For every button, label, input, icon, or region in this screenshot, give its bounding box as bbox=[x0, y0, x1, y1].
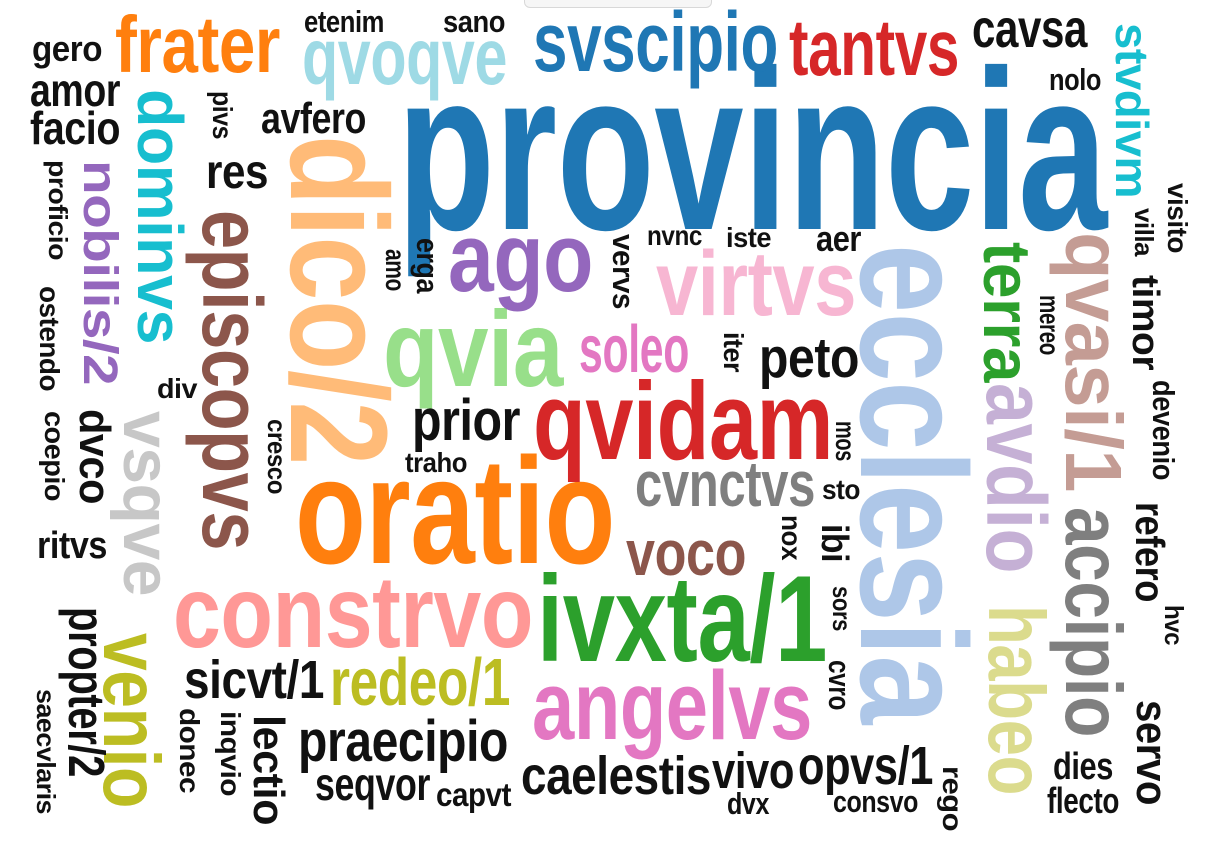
word-terra: terra bbox=[969, 242, 1044, 382]
word-redeo-1: redeo/1 bbox=[330, 645, 510, 720]
word-cresco: cresco bbox=[261, 418, 290, 494]
word-opvs-1: opvs/1 bbox=[797, 736, 933, 797]
word-pivs: pivs bbox=[207, 91, 239, 139]
word-villa: villa bbox=[1128, 208, 1157, 256]
word-seqvor: seqvor bbox=[314, 757, 430, 810]
word-dvx: dvx bbox=[727, 785, 769, 821]
word-nobilis-2: nobilis/2 bbox=[73, 159, 128, 385]
word-timor: timor bbox=[1124, 274, 1168, 370]
word-voco: voco bbox=[626, 517, 746, 589]
word-dvco: dvco bbox=[69, 408, 118, 504]
word-svscipio: svscipio bbox=[532, 0, 778, 89]
word-lectio: lectio bbox=[243, 715, 292, 825]
word-servo: servo bbox=[1126, 699, 1175, 805]
word-avdio: avdio bbox=[969, 383, 1064, 573]
word-nolo: nolo bbox=[1049, 61, 1101, 97]
word-cavsa: cavsa bbox=[971, 0, 1087, 60]
word-iter: iter bbox=[718, 332, 750, 372]
word-sano: sano bbox=[443, 3, 505, 39]
word-constrvo: constrvo bbox=[173, 553, 533, 669]
word-visito: visito bbox=[1162, 183, 1194, 253]
word-praecipio: praecipio bbox=[298, 708, 508, 774]
word-stvdivm: stvdivm bbox=[1106, 22, 1159, 198]
word-facio: facio bbox=[30, 101, 120, 154]
word-prior: prior bbox=[412, 387, 520, 453]
word-soleo: soleo bbox=[579, 312, 689, 387]
word-aer: aer bbox=[815, 219, 861, 260]
word-ivxta-1: ivxta/1 bbox=[537, 550, 827, 688]
word-amor: amor bbox=[30, 63, 120, 116]
word-frater: frater bbox=[114, 0, 280, 90]
word-traho: traho bbox=[405, 446, 467, 478]
word-vivo: vivo bbox=[712, 742, 794, 800]
word-qvasi-1: qvasi/1 bbox=[1048, 232, 1138, 492]
word-cvro: cvro bbox=[822, 660, 858, 710]
word-devenio: devenio bbox=[1146, 380, 1182, 480]
word-etenim: etenim bbox=[304, 3, 384, 39]
word-hvc: hvc bbox=[1158, 605, 1187, 645]
word-res: res bbox=[206, 144, 268, 199]
word-nvnc: nvnc bbox=[646, 219, 702, 251]
word-dominvs: dominvs bbox=[124, 88, 196, 344]
word-caelestis: caelestis bbox=[521, 746, 711, 807]
word-gero: gero bbox=[32, 29, 102, 70]
word-proficio: proficio bbox=[42, 160, 71, 260]
word-virtvs: virtvs bbox=[656, 231, 856, 335]
word-flecto: flecto bbox=[1047, 781, 1119, 822]
word-iste: iste bbox=[725, 221, 771, 253]
word-qvoqve: qvoqve bbox=[301, 12, 507, 102]
word-saecvlaris: saecvlaris bbox=[30, 688, 59, 814]
word-mereo: mereo bbox=[1034, 295, 1066, 355]
word-ago: ago bbox=[447, 203, 593, 313]
word-consvo: consvo bbox=[832, 783, 918, 819]
word-provincia: provincia bbox=[397, 24, 1107, 279]
word-dies: dies bbox=[1053, 744, 1113, 788]
word-nox: nox bbox=[776, 514, 808, 560]
word-div: div bbox=[157, 372, 198, 404]
word-propter-2: propter/2 bbox=[57, 607, 115, 777]
top-tab bbox=[524, 0, 712, 8]
word-ritvs: ritvs bbox=[37, 523, 107, 567]
word-sto: sto bbox=[822, 473, 860, 505]
word-accipio: accipio bbox=[1048, 507, 1138, 737]
word-avfero: avfero bbox=[260, 95, 366, 144]
word-sicvt-1: sicvt/1 bbox=[184, 650, 324, 711]
word-capvt: capvt bbox=[435, 777, 511, 815]
word-qvia: qvia bbox=[383, 289, 563, 410]
word-sors: sors bbox=[826, 585, 855, 631]
word-erga: erga bbox=[410, 237, 446, 293]
word-inqvio: inqvio bbox=[215, 710, 247, 796]
word-refero: refero bbox=[1127, 502, 1174, 602]
word-cvnctvs: cvnctvs bbox=[635, 448, 815, 520]
word-peto: peto bbox=[759, 325, 859, 389]
word-qvidam: qvidam bbox=[533, 359, 833, 483]
word-ibi: ibi bbox=[813, 524, 857, 562]
word-vervs: vervs bbox=[606, 233, 642, 309]
word-ostendo: ostendo bbox=[34, 285, 66, 391]
word-habeo: habeo bbox=[971, 605, 1061, 795]
word-rego: rego bbox=[937, 765, 969, 831]
word-episcopvs: episcopvs bbox=[185, 210, 280, 550]
word-donec: donec bbox=[174, 707, 206, 793]
word-mos: mos bbox=[830, 421, 862, 461]
word-tantvs: tantvs bbox=[789, 3, 959, 93]
word-coepio: coepio bbox=[39, 411, 71, 501]
word-angelvs: angelvs bbox=[532, 651, 812, 761]
word-oratio: oratio bbox=[295, 427, 615, 597]
word-amo: amo bbox=[380, 249, 412, 291]
word-vsqve: vsqve bbox=[109, 410, 184, 596]
